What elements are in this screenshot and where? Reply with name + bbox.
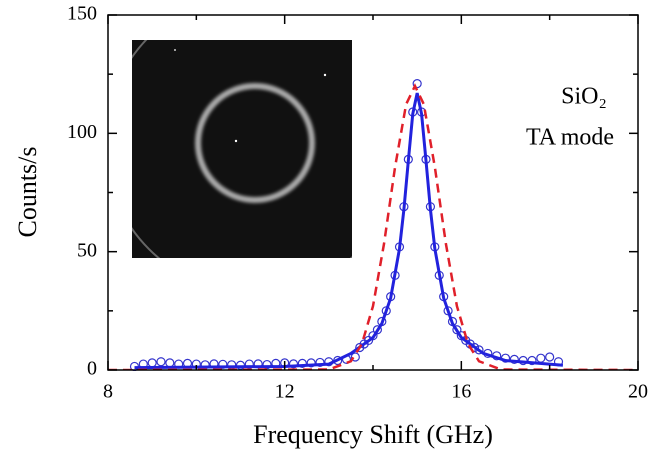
fit-line-dashed <box>108 83 638 370</box>
data-point <box>474 345 484 355</box>
data-point <box>147 358 157 368</box>
data-point <box>350 352 360 362</box>
data-point <box>545 352 555 362</box>
y-tick-label: 100 <box>67 121 97 143</box>
plot-area <box>108 79 638 372</box>
y-axis-label: Counts/s <box>13 146 42 237</box>
data-point <box>509 354 519 364</box>
speck <box>174 49 176 51</box>
speck <box>323 73 327 77</box>
x-tick-label: 20 <box>628 381 648 403</box>
x-tick-label: 16 <box>451 381 471 403</box>
data-point <box>262 359 272 370</box>
y-tick-label: 0 <box>87 358 97 380</box>
y-tick-label: 50 <box>77 239 97 261</box>
annotation: SiO₂ <box>561 84 607 110</box>
x-axis-label: Frequency Shift (GHz) <box>253 420 493 449</box>
data-point <box>368 331 378 341</box>
x-tick-label: 12 <box>275 381 295 403</box>
data-point <box>372 325 383 335</box>
data-point <box>165 358 175 368</box>
data-point <box>412 79 422 89</box>
x-tick-label: 8 <box>103 381 113 403</box>
data-point <box>306 358 316 368</box>
annotation: TA mode <box>526 125 614 151</box>
inset-image <box>132 40 352 258</box>
data-point <box>156 357 166 367</box>
speck <box>234 139 238 143</box>
ring <box>195 83 315 203</box>
data-point <box>527 355 537 366</box>
data-point <box>288 359 299 369</box>
data-point <box>315 357 325 368</box>
data-point <box>297 358 307 368</box>
y-tick-label: 150 <box>67 3 97 25</box>
inset-background <box>132 40 352 258</box>
data-point <box>452 325 462 335</box>
data-point <box>536 353 546 363</box>
